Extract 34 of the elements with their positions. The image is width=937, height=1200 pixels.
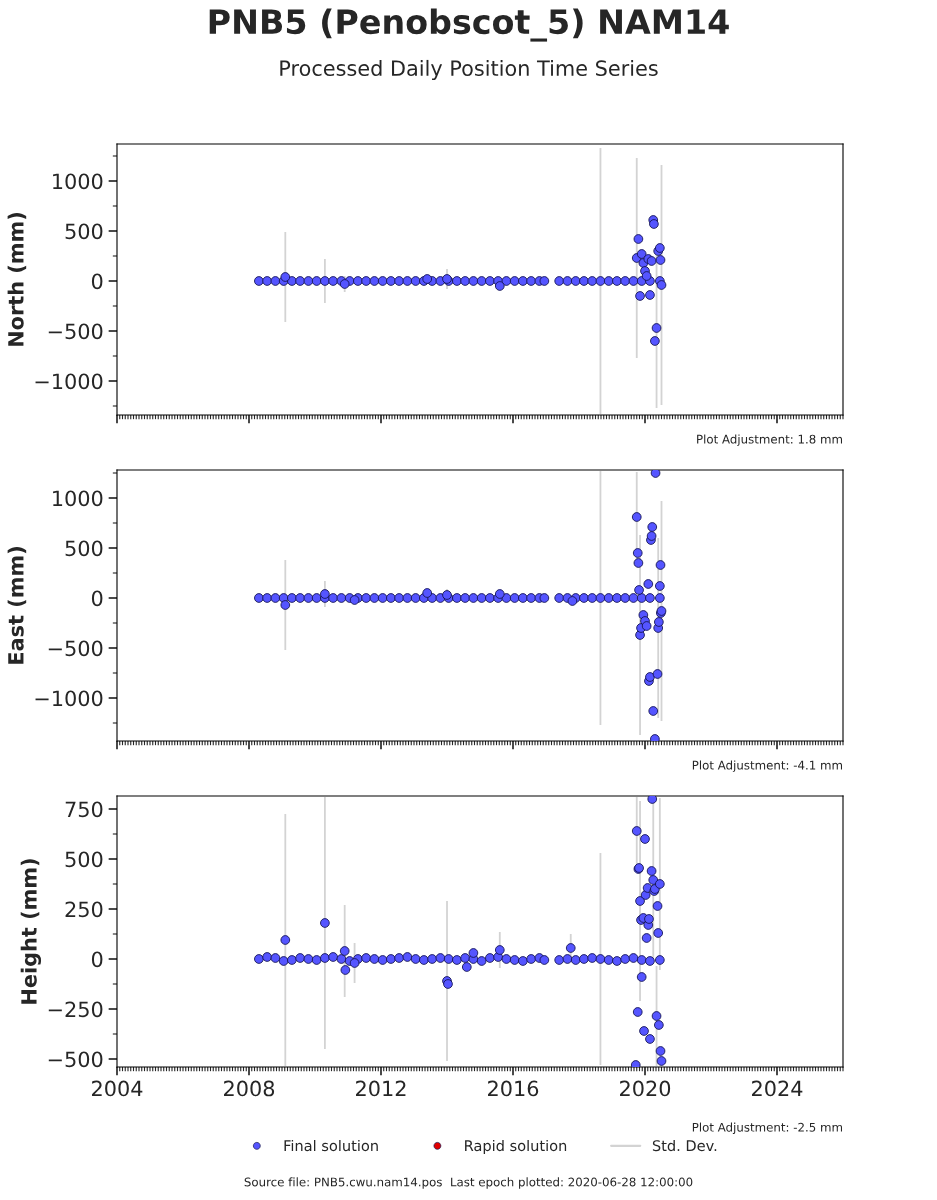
y-axis-title: Height (mm) <box>20 859 42 1004</box>
y-tick-label: 750 <box>65 801 103 818</box>
y-tick-label: 500 <box>65 851 103 868</box>
y-axis-title: North (mm) <box>7 213 27 346</box>
text: Plot Adjustment: 1.8 mm <box>697 434 843 446</box>
y-tick-label: 1000 <box>53 173 103 190</box>
y-tick-label: 0 <box>91 273 103 290</box>
chart-subtitle: Processed Daily Position Time Series <box>280 59 658 81</box>
x-tick-label: 2004 <box>92 1080 143 1097</box>
text: Plot Adjustment: -2.5 mm <box>692 1122 843 1134</box>
y-tick-label: 250 <box>65 901 103 918</box>
y-axis-title: East (mm) <box>7 547 27 664</box>
x-tick-label: 2008 <box>224 1080 275 1097</box>
y-tick-label: −1000 <box>35 373 103 390</box>
y-tick-label: −1000 <box>35 690 103 707</box>
y-tick-label: 0 <box>91 951 103 968</box>
x-tick-label: 2024 <box>752 1080 803 1097</box>
x-tick-label: 2020 <box>620 1080 671 1097</box>
y-tick-label: −250 <box>48 1001 103 1018</box>
source-note: Source file: PNB5.cwu.nam14.pos Last epoch plotted: 2020-06-28 12:00:00 <box>244 1177 693 1189</box>
y-tick-label: −500 <box>48 1051 103 1068</box>
legend-label: Final solution <box>284 1139 378 1152</box>
x-tick-label: 2012 <box>356 1080 406 1097</box>
y-tick-label: 500 <box>65 223 103 240</box>
y-tick-label: 500 <box>65 540 103 557</box>
text: Plot Adjustment: -4.1 mm <box>692 760 843 772</box>
y-tick-label: 0 <box>91 590 103 607</box>
chart-title: PNB5 (Penobscot_5) NAM14 <box>209 8 729 42</box>
y-tick-label: −500 <box>48 640 103 657</box>
y-tick-label: −500 <box>48 323 103 340</box>
legend-label: Rapid solution <box>465 1139 567 1154</box>
y-tick-label: 1000 <box>53 490 103 507</box>
x-tick-label: 2016 <box>488 1080 539 1097</box>
legend-label: Std. Dev. <box>652 1139 717 1152</box>
